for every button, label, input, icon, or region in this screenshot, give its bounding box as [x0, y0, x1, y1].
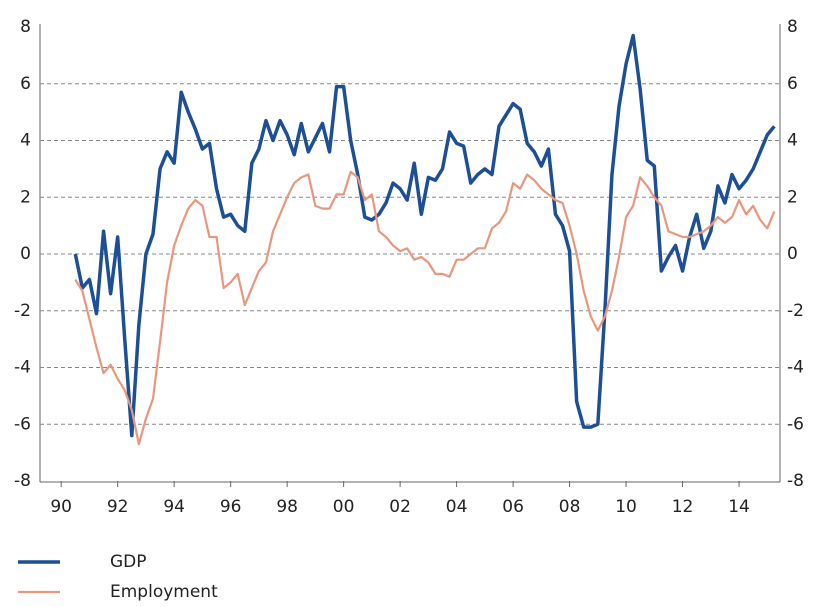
y2-tick-label: -8 [787, 471, 804, 491]
series-line [73, 33, 776, 438]
y-tick-label: 0 [20, 244, 31, 264]
x-tick-label: 90 [50, 497, 72, 517]
x-tick-label: 96 [220, 497, 242, 517]
y2-tick-label: -6 [787, 414, 804, 434]
x-tick-label: 98 [276, 497, 298, 517]
x-tick-label: 14 [728, 497, 750, 517]
x-tick-label: 00 [333, 497, 355, 517]
series-line [74, 170, 776, 446]
x-tick-label: 08 [559, 497, 581, 517]
y2-tick-label: 6 [787, 74, 798, 94]
y2-tick-label: 0 [787, 244, 798, 264]
x-tick-label: 06 [502, 497, 524, 517]
y-tick-label: 4 [20, 131, 31, 151]
x-tick-label: 12 [672, 497, 694, 517]
y-tick-label: -2 [14, 301, 31, 321]
y2-tick-label: 8 [787, 17, 798, 37]
x-tick-label: 04 [446, 497, 468, 517]
x-tick-label: 94 [163, 497, 185, 517]
x-tick-label: 92 [107, 497, 129, 517]
y2-tick-label: -2 [787, 301, 804, 321]
y2-tick-label: 2 [787, 187, 798, 207]
y-tick-label: 6 [20, 74, 31, 94]
y-tick-label: 2 [20, 187, 31, 207]
y-tick-label: -6 [14, 414, 31, 434]
legend-label: Employment [110, 582, 218, 602]
y2-tick-label: 4 [787, 131, 798, 151]
x-tick-label: 02 [389, 497, 411, 517]
y-tick-label: -4 [14, 358, 31, 378]
y-tick-label: 8 [20, 17, 31, 37]
y2-tick-label: -4 [787, 358, 804, 378]
y-tick-label: -8 [14, 471, 31, 491]
x-tick-label: 10 [615, 497, 637, 517]
legend-label: GDP [110, 552, 147, 572]
